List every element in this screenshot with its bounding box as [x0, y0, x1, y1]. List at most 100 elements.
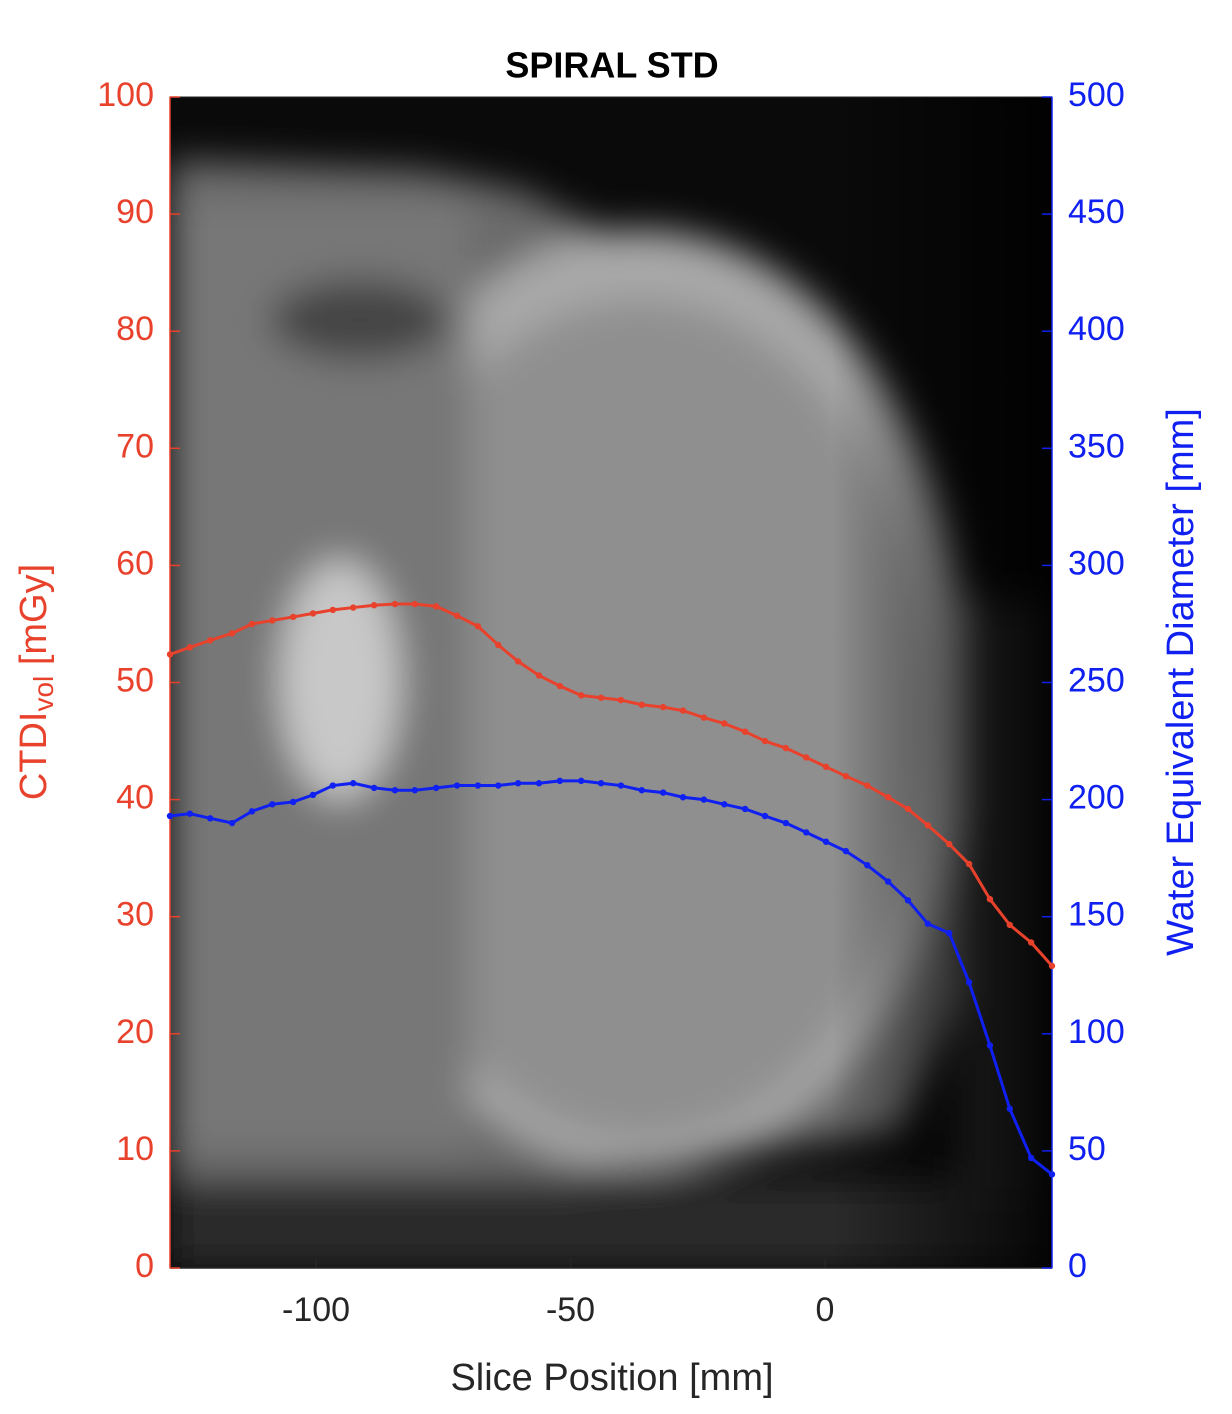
series-point	[186, 810, 194, 817]
series-point	[741, 728, 749, 735]
series-point	[535, 672, 543, 679]
series-point	[453, 782, 461, 789]
series-point	[228, 630, 236, 637]
series-point	[842, 847, 850, 855]
series-point	[822, 838, 830, 845]
y-tick-label: 90	[116, 193, 154, 231]
series-point	[556, 777, 564, 785]
series-point	[411, 787, 419, 794]
series-point	[228, 819, 236, 827]
series-point	[289, 798, 297, 806]
y-tick-label: 100	[97, 76, 154, 114]
y-label-main: CTDI	[13, 712, 55, 801]
series-point	[474, 623, 482, 630]
series-point	[207, 637, 214, 644]
series-point	[700, 796, 708, 803]
y-label-unit: [mGy]	[13, 564, 55, 676]
series-point	[617, 696, 625, 704]
ct-background	[170, 97, 1052, 1268]
series-point	[578, 777, 585, 785]
series-point	[700, 714, 708, 721]
series-point	[495, 782, 502, 789]
series-point	[945, 929, 953, 937]
series-point	[578, 692, 585, 699]
x-tick-label: -50	[546, 1291, 595, 1329]
series-point	[1027, 939, 1035, 946]
series-point	[350, 780, 357, 787]
series-point	[761, 812, 769, 820]
series-point	[269, 801, 276, 808]
series-point	[269, 617, 276, 624]
series-point	[411, 600, 419, 608]
series-point	[782, 744, 790, 752]
series-point	[884, 878, 892, 885]
series-point	[514, 658, 522, 665]
series-point	[659, 703, 667, 711]
x-tick-label: 0	[816, 1291, 835, 1329]
series-point	[453, 612, 461, 619]
series-point	[741, 805, 749, 813]
series-point	[186, 644, 194, 651]
series-point	[535, 780, 543, 787]
series-point	[638, 701, 645, 708]
series-point	[391, 787, 399, 794]
series-point	[329, 606, 337, 614]
x-tick-label: -100	[282, 1291, 350, 1329]
series-point	[864, 861, 871, 869]
series-point	[842, 772, 850, 780]
y2-tick-label: 100	[1068, 1013, 1125, 1051]
series-point	[782, 819, 790, 827]
y2-tick-label: 200	[1068, 779, 1125, 817]
y-tick-label: 30	[116, 896, 154, 934]
series-point	[864, 782, 871, 789]
series-point	[1006, 1105, 1013, 1112]
y-tick-label: 0	[135, 1247, 154, 1285]
y2-tick-label: 400	[1068, 310, 1125, 348]
y-tick-label: 60	[116, 544, 154, 582]
series-point	[248, 620, 256, 628]
y2-axis-label: Water Equivalent Diameter [mm]	[1160, 408, 1202, 956]
series-point	[904, 897, 912, 904]
y2-tick-label: 500	[1068, 76, 1125, 114]
y2-tick-label: 300	[1068, 544, 1125, 582]
series-point	[679, 707, 687, 714]
series-point	[432, 784, 440, 792]
y-label-sub: vol	[28, 676, 59, 712]
y-tick-label: 10	[116, 1130, 154, 1168]
y-tick-label: 50	[116, 661, 154, 699]
series-point	[166, 812, 174, 820]
series-line	[169, 779, 1053, 1176]
y2-tick-label: 450	[1068, 193, 1125, 231]
series-point	[802, 754, 810, 761]
series-point	[597, 694, 605, 701]
series-point	[309, 610, 317, 617]
series-point	[679, 794, 687, 801]
x-axis-label: Slice Position [mm]	[450, 1357, 773, 1399]
series-point	[1048, 1171, 1056, 1178]
series-point	[884, 794, 892, 801]
series-point	[556, 682, 564, 690]
series-point	[432, 603, 440, 610]
series-point	[329, 782, 337, 789]
series-point	[597, 780, 605, 787]
y-tick-label: 80	[116, 310, 154, 348]
y2-tick-label: 50	[1068, 1130, 1106, 1168]
series-point	[965, 979, 973, 986]
series-point	[289, 613, 297, 621]
y-tick-label: 70	[116, 427, 154, 465]
series-point	[514, 780, 522, 787]
series-point	[391, 600, 399, 608]
series-point	[721, 801, 728, 808]
series-point	[248, 808, 256, 815]
series-point	[166, 651, 174, 658]
series-point	[207, 815, 214, 822]
series-point	[1027, 1154, 1035, 1162]
series-point	[370, 784, 378, 792]
series-point	[965, 860, 973, 868]
series-point	[822, 763, 830, 771]
series-point	[350, 604, 357, 611]
series-point	[986, 895, 994, 903]
series-point	[617, 782, 625, 789]
